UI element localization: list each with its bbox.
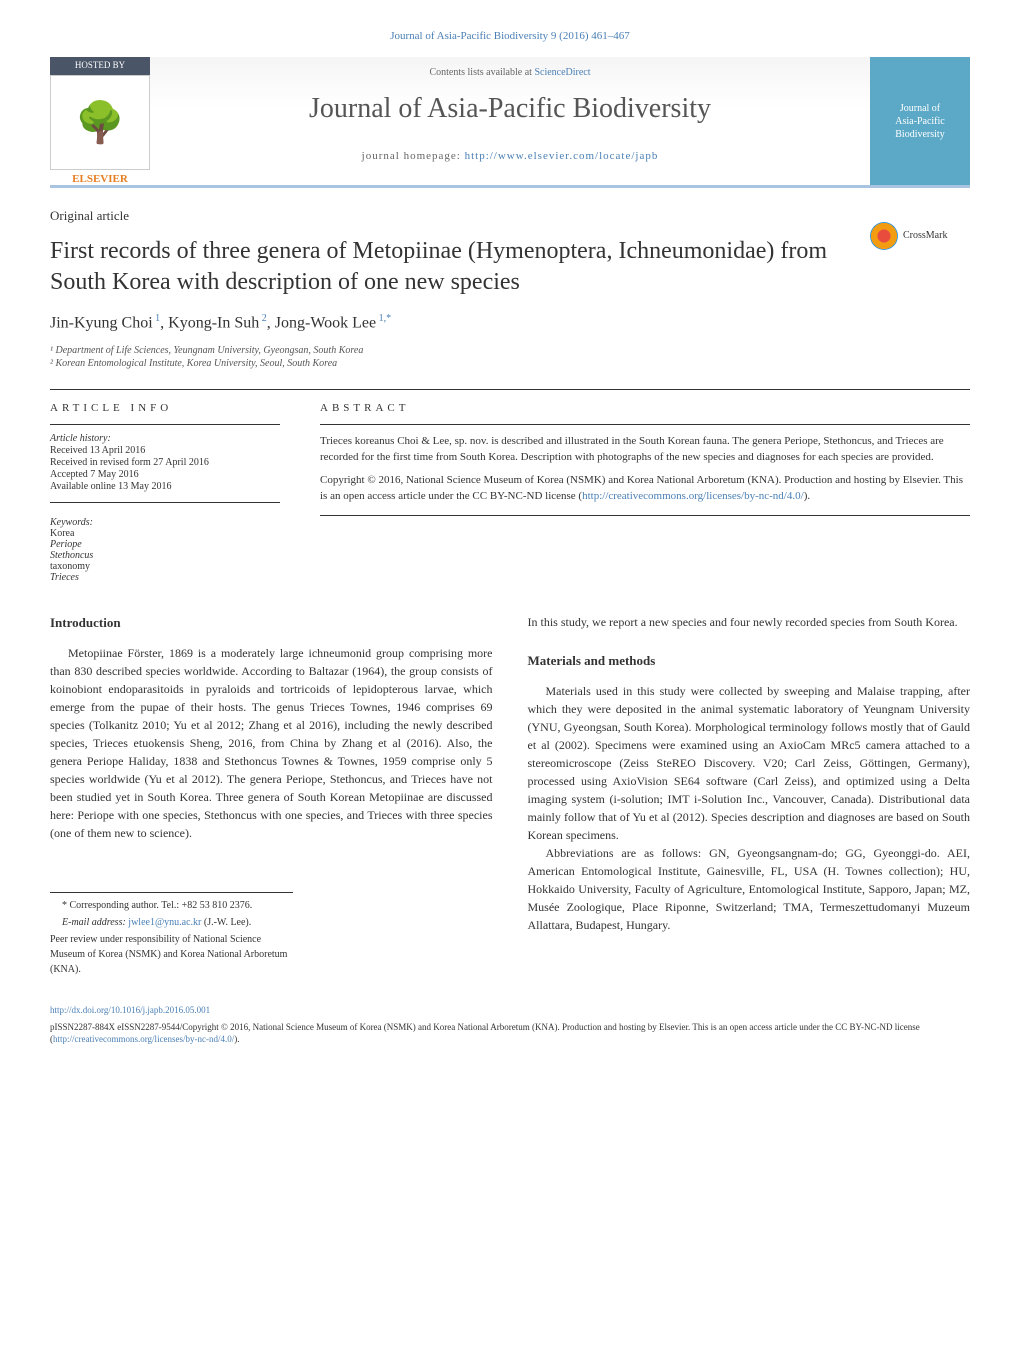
publisher-name: ELSEVIER (50, 173, 150, 185)
corresponding-sup: * (386, 313, 391, 324)
introduction-heading: Introduction (50, 613, 493, 633)
keywords-label: Keywords: (50, 517, 280, 528)
abstract-heading: ABSTRACT (320, 402, 970, 414)
homepage-prefix: journal homepage: (362, 150, 465, 162)
footer-license-link[interactable]: http://creativecommons.org/licenses/by-n… (53, 1034, 234, 1044)
corresponding-author-block: * Corresponding author. Tel.: +82 53 810… (50, 892, 293, 977)
author-1: Jin-Kyung Choi (50, 315, 153, 332)
history-item: Available online 13 May 2016 (50, 481, 280, 492)
cover-line2: Asia-Pacific (895, 115, 944, 128)
crossmark-icon (870, 222, 898, 250)
elsevier-logo: 🌳 (50, 75, 150, 170)
issn-copyright: pISSN2287-884X eISSN2287-9544/Copyright … (50, 1021, 970, 1046)
abstract: ABSTRACT Trieces koreanus Choi & Lee, sp… (320, 402, 970, 583)
crossmark-label: CrossMark (903, 230, 947, 241)
author-2: Kyong-In Suh (168, 315, 259, 332)
divider (50, 502, 280, 503)
history-label: Article history: (50, 433, 280, 444)
tree-icon: 🌳 (75, 103, 125, 143)
journal-homepage: journal homepage: http://www.elsevier.co… (170, 150, 850, 162)
divider (320, 424, 970, 425)
right-column: In this study, we report a new species a… (528, 613, 971, 980)
corresponding-tel: * Corresponding author. Tel.: +82 53 810… (50, 898, 293, 913)
aff-sup: 1, (376, 313, 386, 324)
hosted-by-badge: HOSTED BY (50, 57, 150, 75)
divider (320, 515, 970, 516)
article-info-heading: ARTICLE INFO (50, 402, 280, 414)
intro-paragraph: Metopiinae Förster, 1869 is a moderately… (50, 644, 493, 842)
divider (50, 424, 280, 425)
cover-line3: Biodiversity (895, 128, 944, 141)
left-column: Introduction Metopiinae Förster, 1869 is… (50, 613, 493, 980)
contents-available: Contents lists available at ScienceDirec… (170, 67, 850, 78)
email-link[interactable]: jwlee1@ynu.ac.kr (128, 917, 201, 928)
publisher-block: HOSTED BY 🌳 ELSEVIER (50, 57, 150, 185)
copyright-close: ). (804, 490, 810, 502)
email-suffix: (J.-W. Lee). (201, 917, 251, 928)
body-columns: Introduction Metopiinae Förster, 1869 is… (50, 613, 970, 980)
article-info: ARTICLE INFO Article history: Received 1… (50, 402, 280, 583)
history-item: Received 13 April 2016 (50, 445, 280, 456)
methods-heading: Materials and methods (528, 651, 971, 671)
affiliation-1: ¹ Department of Life Sciences, Yeungnam … (50, 345, 970, 356)
license-link[interactable]: http://creativecommons.org/licenses/by-n… (582, 490, 804, 502)
journal-cover: Journal of Asia-Pacific Biodiversity (870, 57, 970, 185)
affiliation-2: ² Korean Entomological Institute, Korea … (50, 358, 970, 369)
doi-link[interactable]: http://dx.doi.org/10.1016/j.japb.2016.05… (50, 1004, 970, 1017)
keyword: Trieces (50, 572, 280, 583)
journal-title: Journal of Asia-Pacific Biodiversity (170, 93, 850, 125)
abstract-copyright: Copyright © 2016, National Science Museu… (320, 472, 970, 505)
history-item: Received in revised form 27 April 2016 (50, 457, 280, 468)
keywords-block: Keywords: Korea Periope Stethoncus taxon… (50, 517, 280, 583)
keyword: Periope (50, 539, 280, 550)
author-3: Jong-Wook Lee (275, 315, 376, 332)
keyword: Korea (50, 528, 280, 539)
history-item: Accepted 7 May 2016 (50, 469, 280, 480)
corresponding-email-line: E-mail address: jwlee1@ynu.ac.kr (J.-W. … (50, 915, 293, 930)
peer-review-note: Peer review under responsibility of Nati… (50, 932, 293, 977)
journal-header: HOSTED BY 🌳 ELSEVIER Contents lists avai… (50, 57, 970, 188)
methods-paragraph-2: Abbreviations are as follows: GN, Gyeong… (528, 844, 971, 934)
journal-title-block: Contents lists available at ScienceDirec… (150, 57, 870, 185)
aff-sup: 2 (259, 313, 267, 324)
cover-line1: Journal of (900, 102, 940, 115)
info-abstract-row: ARTICLE INFO Article history: Received 1… (50, 389, 970, 583)
article-title: First records of three genera of Metopii… (50, 236, 970, 298)
contents-prefix: Contents lists available at (429, 67, 534, 78)
aff-sup: 1 (153, 313, 161, 324)
footer-close: ). (234, 1034, 239, 1044)
homepage-link[interactable]: http://www.elsevier.com/locate/japb (465, 150, 659, 162)
journal-citation[interactable]: Journal of Asia-Pacific Biodiversity 9 (… (50, 30, 970, 42)
article-type: Original article (50, 208, 970, 224)
affiliations: ¹ Department of Life Sciences, Yeungnam … (50, 345, 970, 369)
authors-line: Jin-Kyung Choi 1, Kyong-In Suh 2, Jong-W… (50, 313, 970, 332)
keyword: Stethoncus (50, 550, 280, 561)
sciencedirect-link[interactable]: ScienceDirect (534, 67, 590, 78)
crossmark-badge[interactable]: CrossMark (870, 218, 970, 253)
intro-continuation: In this study, we report a new species a… (528, 613, 971, 631)
methods-paragraph-1: Materials used in this study were collec… (528, 682, 971, 844)
page-footer: http://dx.doi.org/10.1016/j.japb.2016.05… (50, 1004, 970, 1046)
email-prefix: E-mail address: (62, 917, 128, 928)
keyword: taxonomy (50, 561, 280, 572)
abstract-text: Trieces koreanus Choi & Lee, sp. nov. is… (320, 433, 970, 466)
